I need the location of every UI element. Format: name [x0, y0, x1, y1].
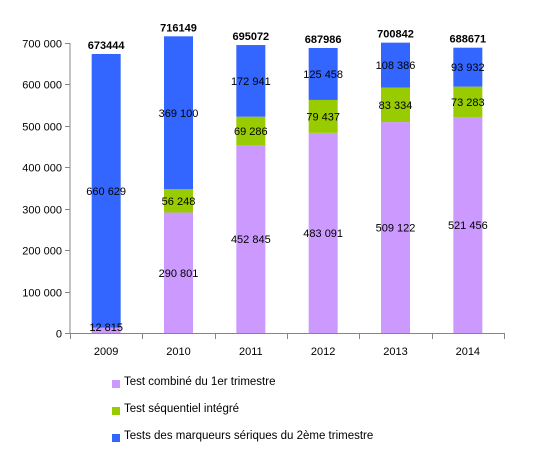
bar-segment [308, 47, 338, 100]
bar-segment [453, 86, 483, 117]
legend-swatch-combined-test [112, 380, 120, 388]
total-value-label: 695072 [232, 31, 269, 43]
y-tick-label: 600 000 [22, 80, 62, 92]
segment-value-label: 79 437 [306, 111, 340, 123]
legend-label-serum-markers: Tests des marqueurs sériques du 2ème tri… [124, 430, 374, 442]
segment-value-label: 521 456 [448, 220, 488, 232]
y-tick-label: 500 000 [22, 122, 62, 134]
bar-segment [381, 122, 410, 333]
legend-label-combined-test: Test combiné du 1er trimestre [124, 376, 276, 388]
x-axis: 2009 2010 2011 2012 2013 2014 [70, 333, 505, 358]
x-tick-label: 2012 [311, 346, 335, 358]
bar-segment [453, 47, 483, 87]
segment-value-label: 93 932 [451, 62, 485, 74]
bar-segment [381, 87, 410, 123]
x-tick-label: 2010 [166, 346, 190, 358]
segment-value-label: 83 334 [379, 100, 413, 112]
segment-value-label: 108 386 [376, 60, 416, 72]
y-tick-label: 400 000 [22, 163, 62, 175]
x-tick-label: 2014 [456, 346, 480, 358]
bar-segment [236, 145, 266, 333]
segment-value-label: 452 845 [231, 234, 271, 246]
segment-value-label: 172 941 [231, 76, 271, 88]
segment-value-label: 483 091 [303, 228, 343, 240]
y-tick-label: 0 [56, 329, 62, 341]
x-tick-label: 2009 [94, 346, 118, 358]
bar-segment [164, 189, 193, 213]
legend-label-sequential-test: Test séquentiel intégré [124, 403, 240, 415]
x-tick-label: 2013 [383, 346, 407, 358]
segment-value-label: 369 100 [159, 108, 199, 120]
segment-value-label: 73 283 [451, 97, 485, 109]
x-tick-label: 2011 [239, 346, 263, 358]
bar-segment [381, 42, 410, 88]
y-axis: 0 100 000 200 000 300 000 400 000 500 000 600 … [22, 39, 71, 341]
legend-swatch-serum-markers [112, 434, 120, 442]
total-value-label: 688671 [449, 34, 486, 46]
bar-segment [236, 45, 266, 117]
data-labels: 12 815 660 629 673444 290 801 56 248 369 100 7… [86, 22, 487, 334]
bar-segment [91, 327, 121, 333]
bar-segment [164, 212, 193, 333]
total-value-label: 716149 [160, 22, 197, 34]
total-value-label: 687986 [305, 34, 342, 46]
segment-value-label: 56 248 [162, 196, 196, 208]
segment-value-label: 509 122 [376, 223, 416, 235]
y-tick-label: 300 000 [22, 205, 62, 217]
y-tick-label: 700 000 [22, 39, 62, 51]
segment-value-label: 290 801 [159, 268, 199, 280]
y-tick-label: 200 000 [22, 246, 62, 258]
bar-segment [236, 116, 266, 146]
y-tick-label: 100 000 [22, 288, 62, 300]
stacked-bar-chart: 0 100 000 200 000 300 000 400 000 500 000 600 … [22, 22, 505, 358]
bar-segment [308, 132, 338, 333]
bar-segment [91, 54, 121, 328]
bars [91, 36, 483, 333]
bar-segment [164, 36, 193, 190]
total-value-label: 700842 [377, 29, 414, 41]
segment-value-label: 125 458 [303, 69, 343, 81]
total-value-label: 673444 [88, 40, 126, 52]
bar-segment [308, 99, 338, 133]
legend-swatch-sequential-test [112, 407, 120, 415]
segment-value-label: 12 815 [89, 322, 123, 334]
bar-segment [453, 116, 483, 333]
segment-value-label: 69 286 [234, 126, 268, 138]
segment-value-label: 660 629 [86, 186, 126, 198]
